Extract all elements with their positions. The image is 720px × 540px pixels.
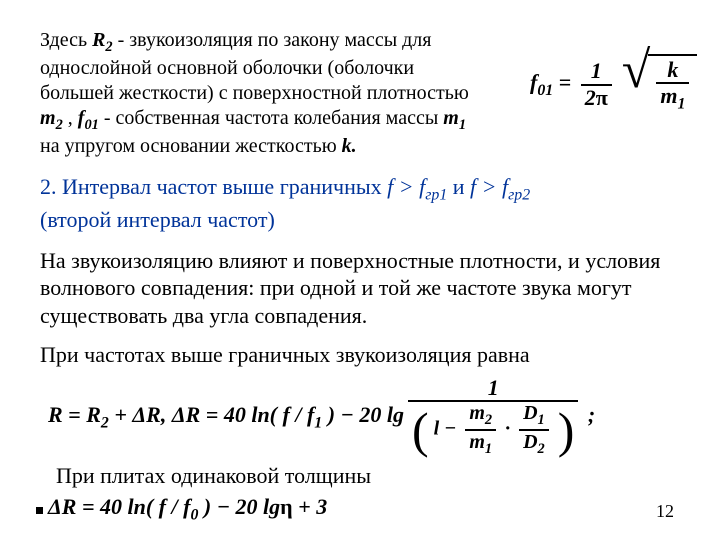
paragraph-1: Здесь R2 - звукоизоляция по закону массы…	[40, 28, 480, 159]
p1-r2-sub: 2	[105, 39, 112, 55]
p1-r2: R	[92, 29, 105, 51]
p1-comma: ,	[63, 107, 78, 129]
formula-delta-r-eta: ΔR = 40 ln( f / f0 ) − 20 lgη + 3	[48, 494, 327, 524]
fb-eta: η	[280, 494, 293, 519]
fm-D2: D	[523, 431, 537, 453]
fm-D1s: 1	[538, 412, 545, 428]
h2-f1: f > f	[387, 174, 425, 199]
ftop-sqrt: √km1	[622, 56, 698, 113]
formula-r-delta-r: R = R2 + ΔR, ΔR = 40 ln( f / f1 ) − 20 l…	[48, 376, 595, 458]
heading-interval-2: 2. Интервал частот выше граничных f > fг…	[40, 173, 680, 235]
h2-f2: f > f	[470, 174, 508, 199]
h2-sub2: гр2	[508, 186, 530, 203]
paragraph-3: На звукоизоляцию влияют и поверхностные …	[40, 247, 680, 330]
fm-D1: D	[523, 402, 537, 424]
fb-2: ) − 20 lg	[198, 494, 280, 519]
fm-m1: m	[469, 431, 485, 453]
fm-semi: ;	[582, 402, 595, 427]
ftop-pi: π	[596, 85, 608, 110]
ftop-num1: 1	[581, 59, 612, 85]
paragraph-5: При плитах одинаковой толщины	[56, 462, 371, 490]
fm-bignum: 1	[408, 376, 578, 402]
fm-dot: ·	[505, 418, 515, 440]
p1-m2-sub: 2	[56, 117, 63, 133]
h2-sub1: гр1	[425, 186, 447, 203]
fm-f1s: 1	[314, 414, 322, 431]
ftop-m-sub: 1	[677, 96, 685, 113]
h2-a: 2. Интервал частот выше граничных	[40, 174, 387, 199]
p1-f01-sub: 01	[84, 117, 98, 133]
p1-b: - собственная частота колебания массы	[99, 107, 443, 129]
fm-D2s: 2	[538, 441, 545, 457]
sqrt-icon: √	[622, 42, 651, 99]
fb-3: + 3	[293, 494, 328, 519]
fm-bigfrac: 1 ( ( l − l − m2 m1 · D1 D2 )	[408, 376, 578, 458]
ftop-k: k	[656, 58, 689, 84]
p1-m2: m	[40, 107, 56, 129]
ftop-m: m	[660, 83, 677, 108]
h2-and: и	[447, 174, 470, 199]
ftop-frac2: km1	[656, 58, 689, 113]
p1-m1-sub: 1	[459, 117, 466, 133]
ftop-eq: =	[553, 70, 577, 95]
fm-close: ) − 20 lg	[322, 402, 404, 427]
fb-1: ΔR = 40 ln( f / f	[48, 494, 190, 519]
p1-c: на упругом основании жесткостью	[40, 135, 342, 157]
fm-R: R = R	[48, 402, 101, 427]
fm-mfrac: m2 m1	[465, 402, 496, 458]
fm-m2s: 2	[485, 412, 492, 428]
h2-b: (второй интервал частот)	[40, 207, 275, 232]
bullet-icon	[36, 507, 43, 514]
fm-R2s: 2	[101, 414, 109, 431]
fm-Dfrac: D1 D2	[519, 402, 549, 458]
p1-here: Здесь	[40, 29, 92, 51]
ftop-frac1: 12π	[581, 59, 612, 109]
paragraph-4: При частотах выше граничных звукоизоляци…	[40, 341, 680, 369]
fm-dR: ΔR,	[132, 402, 166, 427]
fm-m2: m	[469, 402, 485, 424]
fm-dR2: ΔR = 40 ln( f / f	[172, 402, 314, 427]
formula-f01: f01 = 12π√km1	[530, 56, 697, 113]
ftop-den1a: 2	[585, 85, 596, 110]
p1-m1: m	[443, 107, 459, 129]
fm-m1s: 1	[485, 441, 492, 457]
p1-k: k.	[342, 135, 357, 157]
fm-plus: +	[109, 402, 133, 427]
ftop-fsub: 01	[537, 82, 553, 99]
page-number: 12	[656, 501, 674, 522]
